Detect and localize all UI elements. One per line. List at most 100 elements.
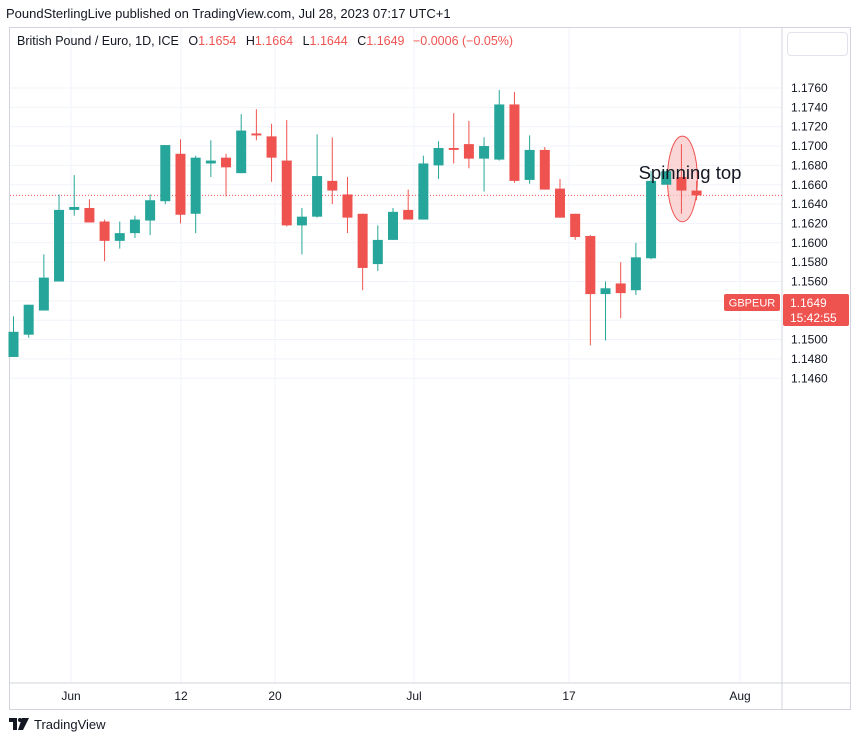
candle[interactable]	[160, 145, 171, 205]
candle-body	[585, 236, 596, 295]
legend-change: −0.0006 (−0.05%)	[413, 34, 514, 48]
chart-settings-box[interactable]	[787, 32, 848, 56]
candle[interactable]	[145, 194, 156, 236]
candle[interactable]	[418, 155, 429, 220]
legend-low-label: L	[302, 34, 310, 48]
candles	[8, 89, 702, 357]
price-tick-label: 1.1460	[791, 371, 828, 385]
candle-body	[54, 209, 65, 282]
candle[interactable]	[676, 144, 687, 214]
candle[interactable]	[403, 189, 414, 220]
price-tick-label: 1.1740	[791, 100, 828, 114]
candle[interactable]	[539, 147, 550, 190]
candle[interactable]	[312, 134, 323, 218]
candle[interactable]	[296, 207, 307, 255]
candle-body	[312, 176, 323, 217]
candle-body	[448, 147, 459, 150]
candle[interactable]	[433, 141, 444, 179]
candle[interactable]	[600, 281, 611, 341]
candle[interactable]	[554, 178, 565, 218]
candle[interactable]	[266, 123, 277, 182]
candle[interactable]	[494, 89, 505, 161]
price-tick-label: 1.1640	[791, 197, 828, 211]
candle-body	[509, 104, 520, 181]
candle-body	[494, 104, 505, 160]
chart-frame	[9, 27, 851, 710]
candle-body	[38, 277, 49, 311]
footer: TradingView	[9, 717, 106, 732]
candle-body	[570, 213, 581, 237]
time-tick-label: 17	[562, 689, 576, 703]
candle[interactable]	[99, 219, 110, 262]
legend-symbol: British Pound / Euro, 1D, ICE	[17, 34, 179, 48]
candle-body	[114, 233, 125, 241]
candle[interactable]	[691, 180, 702, 201]
candle[interactable]	[69, 175, 80, 216]
candle[interactable]	[646, 171, 657, 260]
candle-body	[236, 130, 247, 174]
symbol-tag-bg	[724, 294, 780, 311]
candle[interactable]	[54, 194, 65, 282]
candle[interactable]	[463, 120, 474, 169]
price-tick-label: 1.1500	[791, 333, 828, 347]
candle-body	[205, 160, 216, 164]
candle-body	[691, 190, 702, 196]
candle[interactable]	[129, 215, 140, 238]
price-axis: 1.1760 1.1740 1.1720 1.1700 1.1680 1.1660 1.16…	[791, 81, 828, 385]
price-tick-label: 1.1680	[791, 158, 828, 172]
candle[interactable]	[509, 91, 520, 183]
candle[interactable]	[221, 153, 232, 197]
candle[interactable]	[570, 213, 581, 240]
candle[interactable]	[190, 155, 201, 234]
candle-body	[418, 163, 429, 220]
attribution-header: PoundSterlingLive published on TradingVi…	[6, 6, 451, 21]
legend-high-value: 1.1664	[254, 34, 294, 48]
candle[interactable]	[524, 135, 535, 184]
candle[interactable]	[236, 114, 247, 174]
price-tag: GBPEUR 1.1649 15:42:55	[724, 294, 849, 326]
candle[interactable]	[251, 109, 262, 141]
candle[interactable]	[585, 235, 596, 346]
candle[interactable]	[388, 207, 398, 240]
candle[interactable]	[615, 262, 626, 319]
price-tick-label: 1.1480	[791, 352, 828, 366]
candle-body	[357, 213, 368, 268]
candle[interactable]	[342, 177, 353, 234]
candle[interactable]	[327, 137, 338, 205]
candle-body	[433, 147, 444, 166]
grid-lines	[10, 28, 782, 683]
candle[interactable]	[114, 221, 125, 249]
candle[interactable]	[372, 225, 383, 271]
candle-body	[266, 136, 277, 158]
candle-body	[630, 257, 641, 291]
candle[interactable]	[630, 242, 641, 296]
candle-body	[539, 149, 550, 190]
candle[interactable]	[281, 119, 292, 227]
time-tick-label: 20	[268, 689, 282, 703]
candle-body	[281, 160, 292, 226]
candle[interactable]	[479, 137, 490, 192]
candle[interactable]	[205, 140, 216, 178]
time-tick-label: 12	[174, 689, 188, 703]
candle-body	[84, 207, 95, 223]
candle-body	[600, 288, 611, 295]
spinning-top-annotation: Spinning top	[639, 162, 742, 183]
candle[interactable]	[84, 199, 95, 223]
candle-body	[554, 188, 565, 218]
candle[interactable]	[23, 304, 34, 338]
time-axis: Jun 12 20 Jul 17 Aug	[61, 689, 750, 703]
candle-body	[175, 153, 186, 215]
candle[interactable]	[175, 139, 186, 224]
candle-body	[615, 283, 626, 294]
candle-body	[388, 211, 398, 240]
candle[interactable]	[8, 316, 19, 357]
candle[interactable]	[357, 213, 368, 291]
candle[interactable]	[661, 171, 672, 185]
candle[interactable]	[448, 113, 459, 164]
candle-body	[160, 145, 171, 202]
time-tick-label: Aug	[729, 689, 750, 703]
candle-body	[646, 180, 657, 259]
candle[interactable]	[38, 254, 49, 311]
chart-legend: British Pound / Euro, 1D, ICE O1.1654 H1…	[17, 34, 513, 48]
